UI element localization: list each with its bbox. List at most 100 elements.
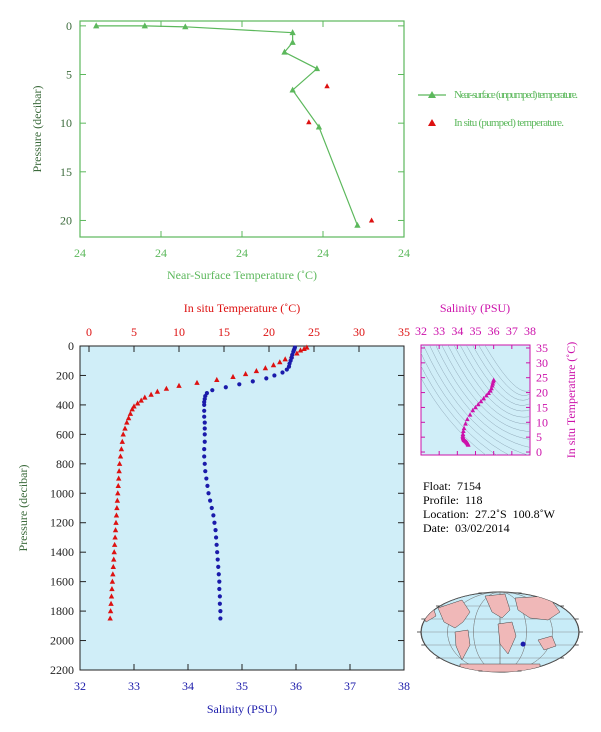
ts-temp-tick-label: 30	[536, 356, 548, 370]
temperature-point	[109, 578, 116, 584]
temperature-point	[108, 593, 115, 599]
ns-xtick-label: 24	[398, 246, 410, 260]
near-surface-frame	[79, 20, 405, 238]
salinity-point	[202, 414, 207, 419]
ts-point	[460, 428, 466, 434]
ts-point	[470, 407, 476, 413]
profile-number: Profile: 118	[423, 493, 483, 507]
in-situ-point	[324, 83, 330, 89]
temp-tick-label: 35	[398, 325, 410, 339]
pres-tick-label: 1600	[50, 575, 74, 589]
temperature-point	[194, 379, 200, 385]
ts-sal-tick-label: 38	[524, 324, 536, 338]
ts-point	[463, 421, 468, 426]
temp-tick-label: 0	[86, 325, 92, 339]
temperature-point	[304, 344, 310, 350]
salinity-point	[284, 367, 289, 372]
salinity-point	[202, 439, 207, 444]
pres-tick-label: 1200	[50, 516, 74, 530]
salinity-point	[202, 426, 207, 431]
pres-tick-label: 1400	[50, 545, 74, 559]
ts-point	[481, 395, 487, 401]
ns-xtick-label: 24	[317, 246, 329, 260]
temperature-point	[122, 425, 128, 431]
salinity-point	[216, 564, 221, 570]
salinity-point	[202, 454, 207, 459]
profile-date: Date: 03/02/2014	[423, 521, 510, 535]
pres-tick-label: 200	[56, 368, 74, 382]
ts-points	[460, 377, 497, 447]
density-contour	[423, 345, 529, 455]
temp-tick-label: 20	[263, 325, 275, 339]
pres-tick-label: 400	[56, 398, 74, 412]
temperature-point	[113, 512, 120, 518]
salinity-point	[218, 608, 223, 614]
density-contour	[447, 345, 530, 425]
sal-tick-label: 36	[290, 679, 302, 693]
salinity-point	[202, 461, 207, 466]
temperature-point	[110, 563, 116, 570]
salinity-point	[217, 594, 222, 599]
ts-point	[467, 412, 473, 417]
temperature-point	[301, 345, 307, 352]
temperature-point	[111, 549, 117, 555]
temp-tick-label: 30	[353, 325, 365, 339]
ts-temp-tick-label: 5	[536, 430, 542, 444]
temperature-points	[107, 344, 310, 621]
temperature-point	[294, 350, 300, 356]
temperature-point	[176, 382, 182, 388]
ns-xtick-label: 24	[155, 246, 167, 260]
temperature-point	[114, 497, 121, 503]
near-surface-x-axis: 24 24 24 24 24	[74, 21, 410, 260]
salinity-point	[205, 483, 210, 489]
temperature-point	[116, 468, 122, 474]
near-surface-ylabel: Pressure (decibar)	[30, 86, 44, 173]
profile-plot: 0 5 10 15 20 25 30 35 32 33 34 35 36 37 38 0 200 400 600…	[16, 301, 410, 716]
temperature-point	[115, 490, 121, 496]
salinity-points	[202, 345, 298, 621]
near-surface-point	[354, 221, 361, 228]
ts-point	[491, 377, 497, 382]
density-contour	[453, 345, 530, 418]
legend-item-in-situ: In situ (pumped) temperature.	[454, 117, 564, 129]
temperature-point	[230, 373, 236, 380]
density-contour	[421, 352, 510, 455]
salinity-point	[213, 535, 219, 540]
map-graticule	[421, 592, 579, 672]
in-situ-point	[368, 217, 375, 223]
profile-ylabel: Pressure (decibar)	[16, 465, 30, 552]
ns-ytick-label: 20	[60, 213, 72, 227]
density-contour	[441, 345, 530, 432]
pres-tick-label: 0	[68, 339, 74, 353]
float-info-panel: Float: 7154 Profile: 118 Location: 27.2˚…	[423, 479, 555, 535]
float-location: Location: 27.2˚S 100.8˚W	[423, 507, 555, 521]
temperature-point	[110, 571, 116, 577]
legend-item-near-surface: Near-surface (unpumped) temperature.	[454, 89, 578, 101]
temperature-point	[111, 556, 117, 562]
legend: Near-surface (unpumped) temperature. In …	[418, 89, 578, 129]
salinity-point	[202, 399, 207, 405]
temperature-point	[118, 446, 125, 452]
density-contour	[429, 345, 530, 448]
temperature-point	[116, 460, 123, 466]
salinity-point	[215, 550, 220, 555]
density-contour	[459, 345, 530, 412]
salinity-point	[202, 446, 207, 452]
temperature-point	[107, 608, 114, 614]
salinity-point	[215, 557, 220, 562]
temperature-point	[109, 586, 115, 592]
salinity-point	[217, 586, 222, 592]
ts-point	[473, 404, 478, 410]
temperature-point	[148, 391, 154, 397]
salinity-point	[203, 469, 208, 474]
temperature-point	[134, 400, 141, 406]
salinity-point	[202, 402, 207, 408]
temperature-point	[277, 359, 283, 365]
salinity-point	[202, 432, 207, 437]
salinity-point	[212, 520, 217, 525]
near-surface-plot: 0 5 10 15 20 24 24 24 24 24 Pressure (decibar) N…	[30, 19, 410, 282]
ts-point	[489, 385, 494, 391]
density-contour	[435, 345, 530, 440]
temperature-point	[262, 365, 269, 371]
